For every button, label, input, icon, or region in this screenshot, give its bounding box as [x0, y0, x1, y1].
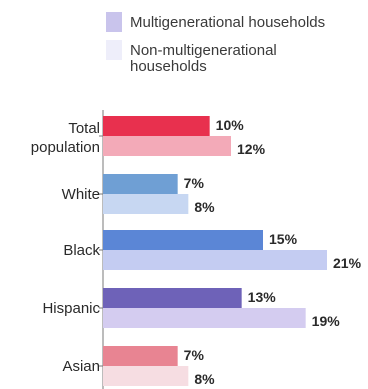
value-label: 8%: [194, 199, 215, 215]
legend-label-1: Multigenerational households: [130, 14, 325, 31]
label-group: Total population 10% 12% White 7% 8% Black 15% 21…: [31, 117, 362, 387]
value-label: 8%: [194, 371, 215, 387]
bar: [103, 250, 327, 270]
category-label: Black: [63, 242, 100, 259]
bar: [103, 346, 178, 366]
chart-legend: Multigenerational households Non-multigen…: [106, 12, 325, 75]
value-label: 7%: [184, 347, 205, 363]
bar: [103, 116, 210, 136]
bar: [103, 136, 231, 156]
bar: [103, 366, 189, 386]
value-label: 10%: [216, 117, 245, 133]
category-label: Hispanic: [42, 300, 100, 317]
value-label: 19%: [312, 313, 341, 329]
category-label: Asian: [62, 358, 100, 375]
bar: [103, 174, 178, 194]
legend-swatch-1: [106, 12, 122, 32]
value-label: 7%: [184, 175, 205, 191]
value-label: 13%: [248, 289, 277, 305]
category-label: Total population: [31, 120, 100, 156]
value-label: 12%: [237, 141, 266, 157]
bar: [103, 308, 306, 328]
legend-label-2: Non-multigenerational households: [130, 42, 277, 75]
legend-swatch-2: [106, 40, 122, 60]
value-label: 21%: [333, 255, 362, 271]
bar-group: [103, 116, 327, 386]
bar: [103, 194, 189, 214]
bar: [103, 288, 242, 308]
category-label: White: [62, 186, 100, 203]
bar: [103, 230, 263, 250]
value-label: 15%: [269, 231, 298, 247]
